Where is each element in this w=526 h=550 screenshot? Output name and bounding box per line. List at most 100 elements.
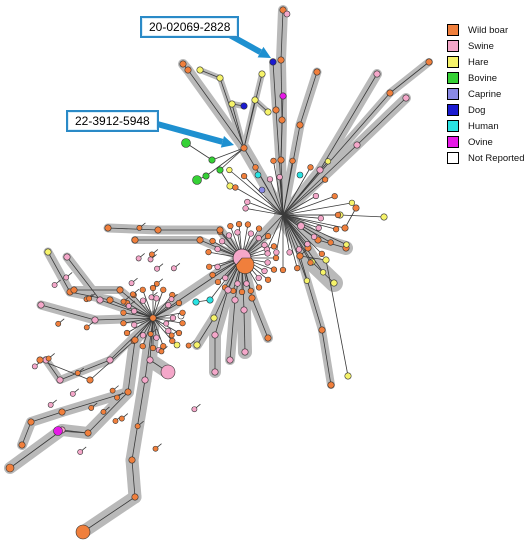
tree-edge xyxy=(211,147,245,161)
isolate-node xyxy=(175,329,183,337)
isolate-node xyxy=(196,236,204,244)
isolate-node xyxy=(320,269,327,276)
tree-edge xyxy=(123,317,154,324)
isolate-node xyxy=(160,364,176,380)
isolate-node xyxy=(240,144,248,152)
isolate-node xyxy=(181,138,191,148)
isolate-node xyxy=(131,336,139,344)
isolate-node xyxy=(169,314,177,322)
isolate-node xyxy=(318,250,325,257)
tree-edge xyxy=(39,359,91,381)
tree-edge xyxy=(142,289,154,319)
isolate-node xyxy=(296,121,304,129)
isolate-node xyxy=(244,221,252,228)
isolate-node xyxy=(104,224,112,232)
isolate-node xyxy=(264,259,271,266)
tree-edge xyxy=(273,160,284,216)
tree-edge xyxy=(299,71,318,126)
tree-edge xyxy=(205,147,245,177)
isolate-node xyxy=(169,337,176,345)
isolate-node xyxy=(83,324,90,331)
isolate-node xyxy=(214,263,221,270)
isolate-node xyxy=(184,66,192,74)
isolate-node xyxy=(114,394,120,401)
isolate-node xyxy=(333,226,340,233)
isolate-node xyxy=(88,405,95,411)
isolate-node xyxy=(96,296,104,304)
isolate-node xyxy=(131,308,138,315)
isolate-node xyxy=(31,363,38,370)
tree-edge xyxy=(107,227,159,231)
tree-edge xyxy=(187,69,245,149)
callout-arrows xyxy=(149,30,271,148)
tree-edge xyxy=(282,214,298,269)
tree-edge xyxy=(282,214,308,281)
isolate-node xyxy=(209,237,216,245)
isolate-node xyxy=(225,232,233,239)
isolate-node xyxy=(317,215,324,222)
isolate-node xyxy=(149,344,157,352)
tree-edge xyxy=(231,103,245,149)
isolate-node xyxy=(123,329,131,337)
tree-edge xyxy=(266,214,284,250)
isolate-node xyxy=(139,286,146,293)
isolate-node xyxy=(70,286,78,294)
isolate-node xyxy=(75,524,91,540)
tree-edge xyxy=(196,317,215,346)
isolate-node xyxy=(128,280,135,287)
legend-swatch xyxy=(447,104,459,116)
isolate-node xyxy=(136,224,143,231)
callout-arrow-shaft xyxy=(149,119,224,145)
isolate-node xyxy=(289,157,296,164)
isolate-node xyxy=(373,70,381,78)
isolate-node xyxy=(18,441,26,449)
isolate-node xyxy=(74,370,81,376)
isolate-node xyxy=(313,68,321,76)
isolate-node xyxy=(255,274,262,282)
tree-edge xyxy=(126,317,154,334)
tree-edge xyxy=(82,496,136,533)
isolate-node xyxy=(106,356,114,364)
legend-label: Bovine xyxy=(468,72,498,84)
isolate-node xyxy=(56,376,64,384)
tree-edge xyxy=(282,214,290,253)
isolate-node xyxy=(205,248,212,256)
isolate-node xyxy=(318,326,326,334)
isolate-node xyxy=(241,348,249,356)
tree-edge xyxy=(245,208,284,216)
tree-edge xyxy=(152,317,173,342)
isolate-node xyxy=(258,186,266,194)
isolate-node xyxy=(58,408,66,416)
isolate-node xyxy=(232,184,239,191)
isolate-node xyxy=(242,205,249,212)
tree-edge xyxy=(282,214,337,230)
isolate-node xyxy=(106,296,114,304)
isolate-node xyxy=(353,141,361,149)
tree-edge xyxy=(235,187,284,216)
tree-edge xyxy=(219,147,245,171)
tree-edge xyxy=(127,339,136,393)
isolate-node xyxy=(248,294,256,302)
isolate-node xyxy=(270,157,277,164)
isolate-node xyxy=(160,286,167,293)
legend-item-not-reported: Not Reported xyxy=(447,150,525,166)
isolate-node xyxy=(277,56,285,64)
isolate-node xyxy=(148,294,155,301)
isolate-node xyxy=(343,241,350,248)
tree-edge xyxy=(321,329,332,386)
isolate-node xyxy=(261,267,268,275)
isolate-node xyxy=(322,176,329,183)
tree-edge xyxy=(229,299,236,361)
isolate-node xyxy=(279,92,287,100)
isolate-node xyxy=(279,6,287,14)
legend-swatch xyxy=(447,152,459,164)
isolate-node xyxy=(297,222,305,230)
tree-edge xyxy=(282,195,317,216)
isolate-node xyxy=(86,295,93,302)
isolate-node xyxy=(125,303,132,309)
tree-edge xyxy=(131,379,146,461)
isolate-node xyxy=(251,96,259,104)
isolate-node xyxy=(69,390,76,397)
isolate-node xyxy=(254,171,262,179)
